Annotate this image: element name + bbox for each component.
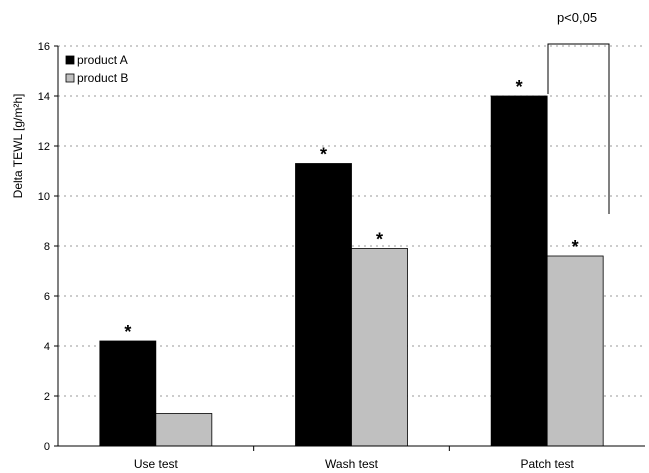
y-tick-label: 4 xyxy=(44,341,50,353)
legend-label-product-b: product B xyxy=(77,71,128,85)
y-axis-label: Delta TEWL [g/m²h] xyxy=(11,94,25,199)
significance-bracket: p<0,05 xyxy=(547,10,610,214)
x-tick-label: Patch test xyxy=(520,457,574,471)
labels-layer: 0 2 4 6 8 10 12 14 16 Use test * Wash test * * Patch t… xyxy=(38,41,579,471)
significance-star: * xyxy=(124,322,131,342)
bar-product-a-wash-test xyxy=(295,163,352,447)
significance-star: * xyxy=(516,77,523,97)
y-tick-label: 2 xyxy=(44,391,50,403)
y-tick-label: 12 xyxy=(38,141,50,153)
y-tick-label: 14 xyxy=(38,91,50,103)
y-tick-label: 0 xyxy=(44,441,50,453)
y-tick-label: 8 xyxy=(44,241,50,253)
bar-product-a-use-test xyxy=(99,340,157,447)
significance-annotation: p<0,05 xyxy=(557,10,597,25)
axes-layer xyxy=(54,45,645,451)
x-tick-label: Use test xyxy=(134,457,179,471)
significance-star: * xyxy=(320,145,327,165)
legend: product A product B xyxy=(65,53,128,85)
y-tick-label: 16 xyxy=(38,41,50,53)
bar-product-b-patch-test xyxy=(546,255,604,447)
bar-product-b-use-test xyxy=(155,413,213,447)
significance-bracket-line xyxy=(547,43,610,214)
x-tick-label: Wash test xyxy=(325,457,379,471)
legend-swatch-product-b xyxy=(65,73,75,83)
legend-swatch-product-a xyxy=(65,55,75,65)
legend-label-product-a: product A xyxy=(77,53,128,67)
bar-product-a-patch-test xyxy=(490,95,548,447)
y-tick-label: 10 xyxy=(38,191,50,203)
bar-product-b-wash-test xyxy=(351,248,408,447)
significance-star: * xyxy=(376,230,383,250)
y-tick-label: 6 xyxy=(44,291,50,303)
bars-layer xyxy=(99,95,604,447)
significance-star: * xyxy=(572,237,579,257)
